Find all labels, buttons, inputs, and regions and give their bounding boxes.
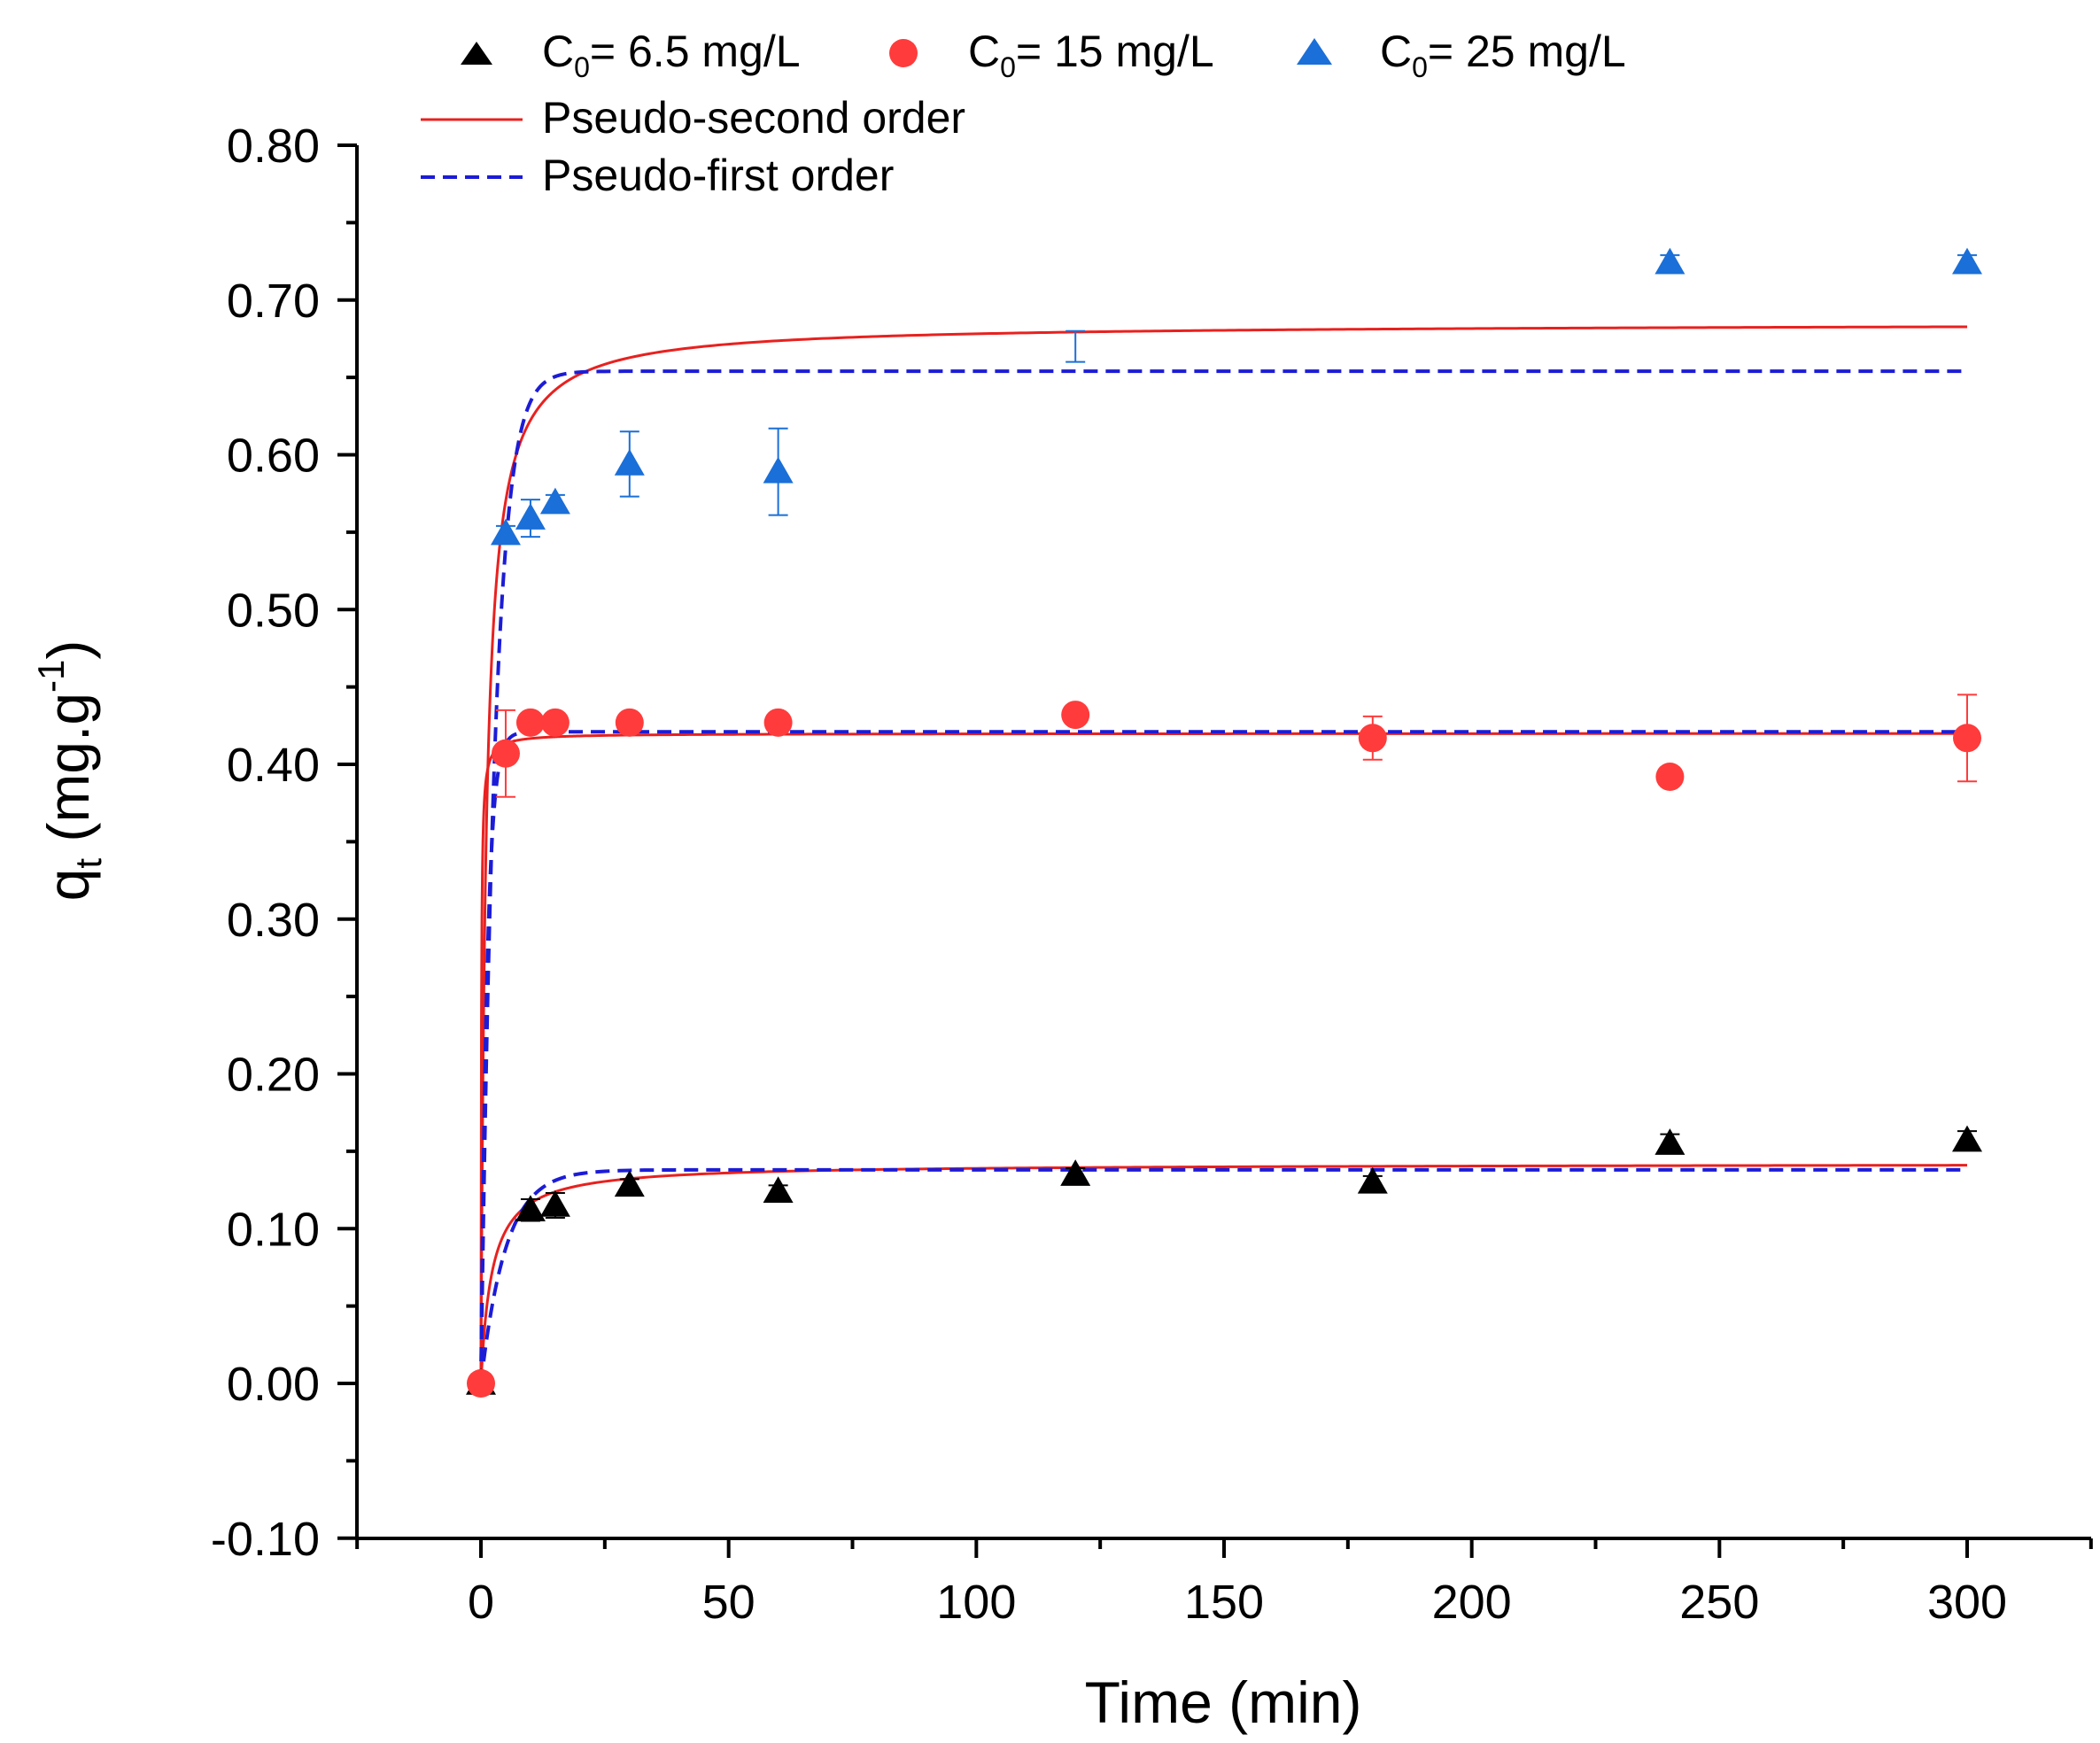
y-tick-label: 0.80 [227, 120, 320, 173]
x-tick-label: 150 [1184, 1576, 1264, 1629]
y-axis-label: qt (mg.g-1) [30, 640, 109, 902]
data-point-triangle [1654, 247, 1685, 275]
y-tick-label: 0.40 [227, 739, 320, 792]
y-axis-label-rest: (mg.g [35, 693, 101, 858]
x-tick-label: 50 [702, 1576, 756, 1629]
data-point-triangle [1952, 1125, 1982, 1152]
legend: C0= 6.5 mg/L C0= 15 mg/L C0= 25 mg/L Pse… [421, 27, 1626, 200]
tick-labels: 0 50 100 150 200 250 300 -0.10 0.00 0.10 0.20 0.30 0… [211, 120, 2007, 1629]
pfo-fit-line-1 [479, 730, 1967, 1384]
data-point-circle [491, 739, 520, 768]
data-point-triangle [614, 448, 645, 476]
data-points [466, 247, 1982, 1398]
axes [355, 145, 2091, 1540]
y-axis-label-sub: t [67, 858, 109, 869]
legend-marker-triangle-blue [1297, 38, 1332, 65]
data-point-triangle [515, 1195, 546, 1222]
y-tick-label: 0.10 [227, 1203, 320, 1256]
data-point-circle [1061, 701, 1090, 730]
x-tick-label: 0 [468, 1576, 494, 1629]
x-axis-label: Time (min) [1085, 1669, 1362, 1735]
legend-item-pfo: Pseudo-first order [421, 151, 894, 200]
y-tick-label: 0.30 [227, 894, 320, 947]
y-tick-label: 0.20 [227, 1049, 320, 1102]
data-point-triangle [1357, 1166, 1388, 1194]
data-point-triangle [1060, 1159, 1091, 1186]
data-point-circle [1953, 724, 1981, 753]
pso-fit-line-0 [479, 1164, 1968, 1384]
x-tick-label: 100 [936, 1576, 1016, 1629]
data-point-triangle [539, 487, 570, 515]
x-tick-label: 200 [1432, 1576, 1512, 1629]
legend-item-series-1: C0= 15 mg/L [889, 27, 1214, 83]
pfo-fit-line-2 [479, 369, 1967, 1384]
legend-item-pso: Pseudo-second order [421, 93, 965, 143]
y-tick-label: 0.00 [227, 1358, 320, 1411]
pso-fit-line-2 [479, 325, 1968, 1384]
legend-marker-circle-red [889, 39, 918, 67]
data-point-circle [1655, 762, 1685, 791]
data-point-triangle [763, 456, 794, 484]
y-tick-label: 0.50 [227, 584, 320, 637]
data-point-circle [540, 708, 570, 737]
data-point-triangle [763, 1176, 794, 1204]
pso-fit-line-1 [479, 732, 1967, 1384]
data-point-triangle [515, 503, 546, 530]
legend-item-series-0: C0= 6.5 mg/L [461, 27, 801, 83]
y-tick-label: 0.60 [227, 430, 320, 483]
legend-label-pfo: Pseudo-first order [542, 151, 894, 200]
y-tick-label: 0.70 [227, 275, 320, 328]
data-point-triangle [1952, 247, 1982, 275]
y-axis-label-close: ) [35, 640, 101, 660]
data-point-circle [515, 708, 545, 737]
x-tick-label: 300 [1927, 1576, 2007, 1629]
tick-marks [337, 143, 2093, 1558]
y-axis-label-sup: -1 [30, 660, 72, 693]
legend-item-series-2: C0= 25 mg/L [1297, 27, 1626, 83]
legend-label-pso: Pseudo-second order [542, 93, 965, 143]
x-tick-label: 250 [1679, 1576, 1759, 1629]
data-point-circle [763, 708, 793, 737]
data-point-triangle [614, 1170, 645, 1197]
y-tick-label: -0.10 [211, 1513, 320, 1566]
fit-curves [479, 325, 1968, 1384]
legend-label-series-1: C0= 15 mg/L [968, 27, 1214, 83]
data-point-triangle [1654, 1128, 1685, 1155]
legend-label-series-0: C0= 6.5 mg/L [542, 27, 801, 83]
legend-label-series-2: C0= 25 mg/L [1380, 27, 1626, 83]
legend-marker-triangle-black [461, 42, 492, 65]
data-point-circle [1358, 724, 1387, 753]
data-point-circle [615, 708, 644, 737]
pfo-fit-line-0 [479, 1167, 1967, 1384]
data-point-triangle [539, 1190, 570, 1217]
y-axis-label-main: q [35, 869, 101, 902]
data-point-triangle [490, 518, 521, 546]
data-point-circle [467, 1369, 495, 1398]
